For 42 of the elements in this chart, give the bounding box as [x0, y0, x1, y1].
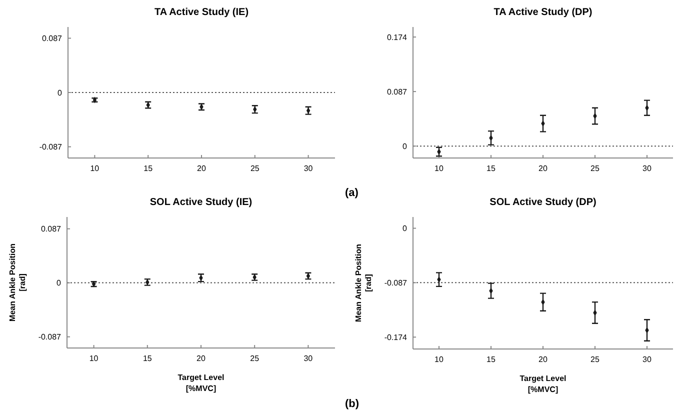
y-axis-title: Mean Ankle Position [rad]: [8, 243, 27, 322]
x-axis-title: Target Level [%MVC]: [520, 374, 566, 394]
y-tick-label: 0: [58, 88, 63, 98]
x-tick-label: 10: [90, 164, 100, 173]
y-tick-label: 0.087: [40, 224, 62, 234]
x-tick-label: 25: [250, 354, 260, 363]
x-tick-label: 15: [486, 164, 496, 173]
x-tick-label: 25: [590, 355, 600, 364]
y-tick-label: 0.087: [386, 87, 408, 96]
x-tick-label: 10: [434, 355, 444, 364]
y-tick-label: 0: [402, 142, 408, 151]
x-tick-label: 30: [304, 354, 314, 363]
x-tick-label: 20: [538, 355, 548, 364]
y-tick-label: -0.087: [384, 278, 408, 288]
chart-title: SOL Active Study (DP): [490, 197, 596, 208]
x-tick-label: 25: [590, 164, 600, 173]
y-tick-label: -0.087: [38, 332, 62, 342]
chart-title: TA Active Study (IE): [154, 7, 249, 18]
y-tick-label: 0: [402, 224, 408, 234]
x-tick-label: 20: [197, 164, 206, 173]
text: (a): [345, 187, 359, 199]
y-tick-label: -0.087: [39, 142, 63, 152]
chart-title: TA Active Study (DP): [494, 7, 592, 18]
y-tick-label: 0.087: [42, 34, 63, 44]
y-tick-label: -0.174: [384, 332, 408, 342]
x-tick-label: 15: [144, 164, 154, 173]
x-tick-label: 15: [142, 354, 152, 363]
x-tick-label: 30: [304, 164, 314, 173]
x-tick-label: 20: [196, 354, 206, 363]
x-axis-title: Target Level [%MVC]: [178, 373, 224, 393]
x-tick-label: 30: [642, 164, 652, 173]
x-tick-label: 10: [434, 164, 444, 173]
chart-title: SOL Active Study (IE): [150, 197, 252, 208]
x-tick-label: 25: [250, 164, 260, 173]
y-tick-label: 0.174: [386, 32, 408, 42]
x-tick-label: 10: [89, 354, 99, 363]
y-axis-title: Mean Ankle Position [rad]: [354, 244, 373, 322]
x-tick-label: 15: [486, 355, 496, 364]
x-tick-label: 30: [642, 355, 652, 364]
text: (b): [345, 398, 360, 410]
y-tick-label: 0: [56, 278, 62, 288]
x-tick-label: 20: [538, 164, 548, 173]
